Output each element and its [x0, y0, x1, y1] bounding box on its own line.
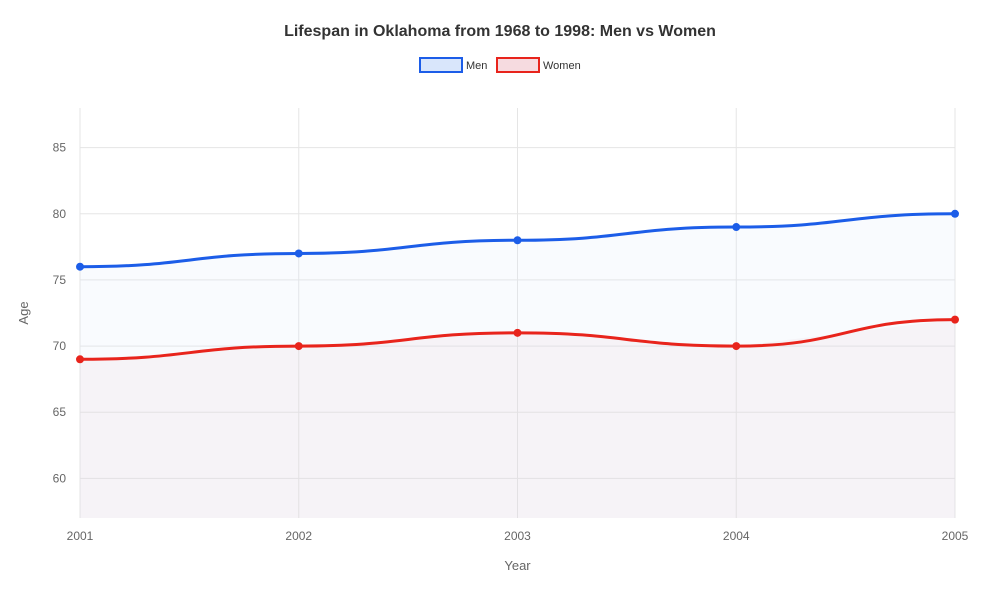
- lifespan-chart: Lifespan in Oklahoma from 1968 to 1998: …: [0, 0, 1000, 600]
- y-axis-label: Age: [16, 301, 31, 324]
- legend-swatch: [420, 58, 462, 72]
- marker-women: [76, 355, 84, 363]
- legend-swatch: [497, 58, 539, 72]
- y-tick-label: 65: [53, 405, 67, 419]
- x-axis-label: Year: [504, 558, 531, 573]
- x-tick-label: 2001: [67, 529, 94, 543]
- y-tick-label: 85: [53, 141, 67, 155]
- legend-label: Men: [466, 60, 487, 72]
- marker-men: [732, 223, 740, 231]
- chart-title: Lifespan in Oklahoma from 1968 to 1998: …: [284, 23, 716, 40]
- marker-women: [514, 329, 522, 337]
- x-tick-label: 2004: [723, 529, 750, 543]
- x-tick-label: 2005: [942, 529, 969, 543]
- legend: Men Women: [420, 58, 581, 72]
- marker-men: [951, 210, 959, 218]
- marker-women: [951, 316, 959, 324]
- chart-svg: Lifespan in Oklahoma from 1968 to 1998: …: [0, 0, 1000, 600]
- y-tick-label: 70: [53, 339, 67, 353]
- marker-men: [514, 236, 522, 244]
- marker-men: [76, 263, 84, 271]
- marker-men: [295, 249, 303, 257]
- y-tick-label: 60: [53, 471, 67, 485]
- marker-women: [732, 342, 740, 350]
- y-tick-label: 80: [53, 207, 67, 221]
- legend-label: Women: [543, 60, 581, 72]
- x-tick-label: 2003: [504, 529, 531, 543]
- marker-women: [295, 342, 303, 350]
- y-tick-label: 75: [53, 273, 67, 287]
- x-tick-label: 2002: [285, 529, 312, 543]
